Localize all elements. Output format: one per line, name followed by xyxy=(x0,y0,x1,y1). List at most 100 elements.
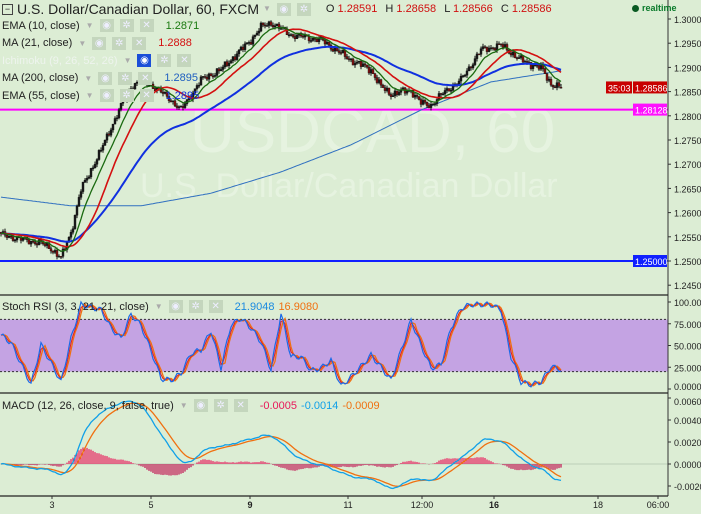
close-icon[interactable]: ✕ xyxy=(233,399,248,412)
candle xyxy=(289,33,293,37)
candle xyxy=(405,88,409,96)
time-tick-label: 9 xyxy=(247,500,252,510)
candle-body xyxy=(391,95,395,97)
candle-body xyxy=(167,96,171,102)
macd-tick-label: 0.0000 xyxy=(674,460,701,470)
open-label: O xyxy=(325,3,335,15)
chevron-down-icon[interactable]: ▼ xyxy=(154,302,163,311)
chevron-down-icon[interactable]: ▼ xyxy=(78,38,87,48)
magenta-line-badge-bg xyxy=(633,103,667,116)
gear-icon[interactable]: ✲ xyxy=(157,54,172,67)
candle xyxy=(445,86,449,94)
gear-icon[interactable]: ✲ xyxy=(112,36,127,50)
candle xyxy=(69,229,73,240)
ema-10-line xyxy=(0,26,562,252)
chevron-down-icon[interactable]: ▼ xyxy=(85,21,94,30)
candle xyxy=(291,33,295,39)
candle-body xyxy=(519,55,523,58)
macd-tick-label: -0.0020 xyxy=(674,482,701,492)
candle-body xyxy=(395,90,399,95)
eye-icon[interactable]: ◉ xyxy=(168,300,183,313)
candle-body xyxy=(325,41,329,45)
chevron-down-icon[interactable]: ▼ xyxy=(85,91,94,100)
candle-body xyxy=(241,46,245,50)
gear-icon[interactable]: ✲ xyxy=(213,399,228,412)
close-icon[interactable]: ✕ xyxy=(208,300,223,313)
last-price-badge-bg xyxy=(633,81,667,94)
eye-icon[interactable]: ◉ xyxy=(276,2,291,16)
candle xyxy=(243,41,247,52)
gear-icon[interactable]: ✲ xyxy=(296,2,311,16)
candle xyxy=(247,40,251,46)
close-icon[interactable]: ✕ xyxy=(177,54,192,67)
symbol-title[interactable]: U.S. Dollar/Canadian Dollar, 60, FXCM xyxy=(17,1,259,17)
candle-body xyxy=(271,25,275,28)
candle xyxy=(51,250,55,255)
candle xyxy=(399,87,403,96)
candle-body xyxy=(361,63,365,67)
price-tick-label: 1.26500 xyxy=(674,184,701,194)
gear-icon[interactable]: ✲ xyxy=(118,71,133,85)
macd-legend: MACD (12, 26, close, 9, false, true) ▼ ◉ ✲… xyxy=(2,399,380,412)
stoch-tick-label: 75.0000 xyxy=(674,320,701,330)
candle-body xyxy=(9,235,13,238)
gear-icon[interactable]: ✲ xyxy=(119,19,134,32)
time-tick-label: 16 xyxy=(489,500,499,510)
indicator-label[interactable]: EMA (10, close) xyxy=(2,19,80,32)
candle xyxy=(117,107,121,120)
candle-body xyxy=(43,243,47,246)
candle-body xyxy=(53,250,57,253)
candle xyxy=(61,246,65,259)
macd-value: -0.0014 xyxy=(301,399,339,412)
collapse-icon[interactable]: − xyxy=(2,3,13,15)
candle xyxy=(473,55,477,67)
candle xyxy=(201,75,205,80)
candle xyxy=(403,86,407,96)
stoch-label[interactable]: Stoch RSI (3, 3, 21, 21, close) xyxy=(2,300,149,313)
candle-body xyxy=(133,83,137,90)
candle-body xyxy=(113,118,117,125)
candle xyxy=(385,85,389,93)
macd-label[interactable]: MACD (12, 26, close, 9, false, true) xyxy=(2,399,174,412)
time-tick-label: 3 xyxy=(49,500,54,510)
candle-body xyxy=(69,232,73,238)
candle-body xyxy=(27,239,31,245)
candle xyxy=(467,64,471,72)
indicator-label[interactable]: Ichimoku (9, 26, 52, 26) xyxy=(2,54,118,67)
candle xyxy=(93,161,97,169)
eye-icon[interactable]: ◉ xyxy=(193,399,208,412)
candle-body xyxy=(495,43,499,51)
chevron-down-icon[interactable]: ▼ xyxy=(179,401,188,410)
eye-icon[interactable]: ◉ xyxy=(92,36,107,50)
indicator-label[interactable]: MA (200, close) xyxy=(2,72,79,84)
candle-body xyxy=(383,87,387,91)
candle-body xyxy=(227,63,231,66)
gear-icon[interactable]: ✲ xyxy=(188,300,203,313)
gear-icon[interactable]: ✲ xyxy=(119,89,134,102)
candle-body xyxy=(483,46,487,48)
candle-body xyxy=(425,101,429,106)
candle xyxy=(361,60,365,67)
eye-icon[interactable]: ◉ xyxy=(98,71,113,85)
candle-body xyxy=(57,256,61,258)
close-icon[interactable]: ✕ xyxy=(132,36,147,50)
candle-body xyxy=(385,87,389,91)
realtime-status: realtime xyxy=(632,3,677,13)
eye-icon[interactable]: ◉ xyxy=(137,54,152,67)
close-icon[interactable]: ✕ xyxy=(139,19,154,32)
candle-body xyxy=(213,75,217,77)
time-tick-label: 18 xyxy=(593,500,603,510)
candle xyxy=(423,98,427,105)
close-icon[interactable]: ✕ xyxy=(138,71,153,85)
chevron-down-icon[interactable]: ▼ xyxy=(84,73,93,83)
eye-icon[interactable]: ◉ xyxy=(99,19,114,32)
chevron-down-icon[interactable]: ▼ xyxy=(123,56,132,65)
indicator-label[interactable]: MA (21, close) xyxy=(2,37,73,49)
eye-icon[interactable]: ◉ xyxy=(99,89,114,102)
candle xyxy=(547,76,551,83)
close-icon[interactable]: ✕ xyxy=(139,89,154,102)
indicator-label[interactable]: EMA (55, close) xyxy=(2,89,80,102)
candle xyxy=(451,82,455,92)
chevron-down-icon[interactable]: ▼ xyxy=(263,4,271,13)
